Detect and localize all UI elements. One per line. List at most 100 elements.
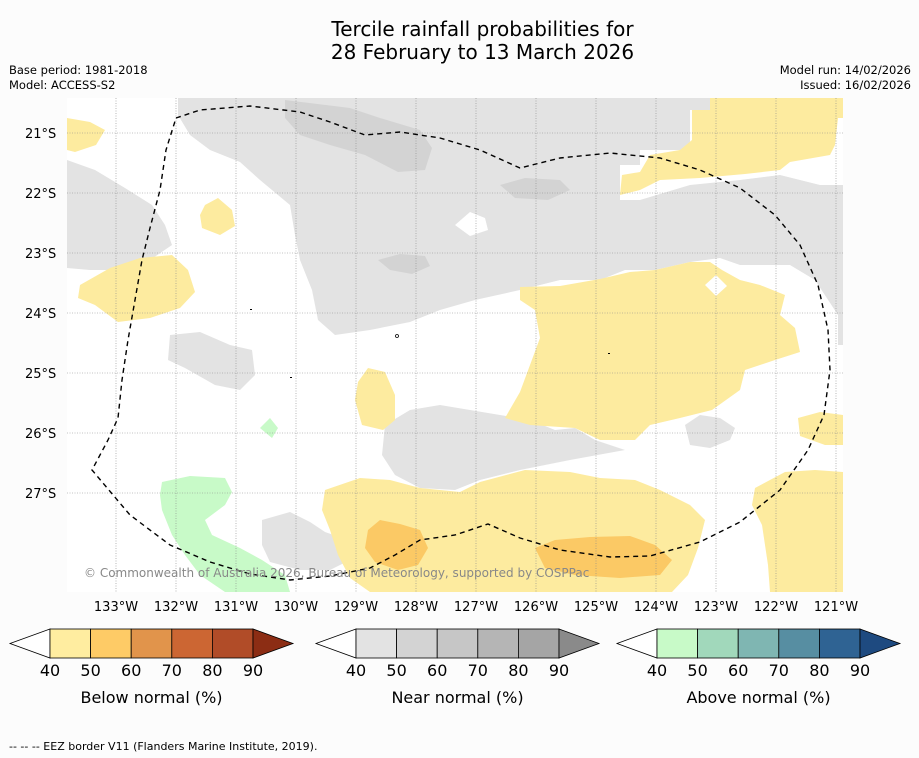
below-normal-50-patch-west [365, 520, 428, 570]
near-legend-tick: 50 [386, 661, 406, 680]
lat-label-22s: 22°S [25, 187, 56, 202]
near-legend-min-arrow [314, 628, 357, 659]
above-legend-swatch [737, 628, 780, 659]
below-legend-swatch [90, 628, 132, 659]
below-legend-label: Below normal (%) [80, 688, 222, 707]
below-normal-central-region [505, 262, 800, 440]
above-legend-tick: 60 [728, 661, 748, 680]
lat-label-21s: 21°S [25, 127, 56, 142]
lon-label-122w: 122°W [754, 600, 798, 615]
near-legend-tick: 80 [508, 661, 528, 680]
below-normal-50-patch-east [535, 536, 672, 578]
above-legend-swatch [819, 628, 861, 659]
above-legend-swatch [778, 628, 820, 659]
gridlines [67, 98, 843, 592]
below-legend-swatch [211, 628, 254, 659]
map-panel: © Commonwealth of Australia 2026, Bureau… [67, 98, 843, 592]
lon-label-133w: 133°W [94, 600, 138, 615]
near-legend-swatch [477, 628, 519, 659]
near-normal-east-patch [685, 415, 735, 448]
island-marker [395, 334, 399, 338]
island-markers [250, 309, 610, 378]
near-legend-label: Near normal (%) [391, 688, 523, 707]
lon-label-123w: 123°W [694, 600, 738, 615]
eez-border [91, 105, 831, 581]
near-legend-tick: 90 [549, 661, 569, 680]
above-legend-max-arrow [859, 628, 902, 659]
near-legend-swatch [436, 628, 479, 659]
above-legend-tick: 40 [647, 661, 667, 680]
below-legend-min-arrow [8, 628, 51, 659]
lon-label-126w: 126°W [514, 600, 558, 615]
above-normal-southwest-region [160, 476, 290, 592]
longitude-labels: 133°W 132°W 131°W 130°W 129°W 128°W 127°… [94, 600, 858, 615]
near-legend-tick: 40 [346, 661, 366, 680]
island-marker [608, 353, 610, 354]
island-marker [290, 377, 292, 378]
legend-near-normal: 40 50 60 70 80 90 Near normal (%) [314, 628, 601, 707]
below-normal-northwest-patch [67, 118, 105, 152]
lon-label-130w: 130°W [274, 600, 318, 615]
above-legend-tick: 80 [809, 661, 829, 680]
lon-label-124w: 124°W [634, 600, 678, 615]
below-normal-mid-patch [355, 368, 395, 430]
lat-label-24s: 24°S [25, 307, 56, 322]
above-legend-tick: 70 [769, 661, 789, 680]
base-period: Base period: 1981-2018 [9, 63, 148, 77]
lon-label-127w: 127°W [454, 600, 498, 615]
near-legend-max-arrow [558, 628, 601, 659]
lon-label-129w: 129°W [334, 600, 378, 615]
below-legend-tick: 40 [40, 661, 60, 680]
island-marker [250, 309, 252, 310]
eez-footnote: -- -- -- EEZ border V11 (Flanders Marine… [9, 740, 318, 753]
copyright-notice: © Commonwealth of Australia 2026, Bureau… [84, 566, 589, 580]
above-legend-tick: 90 [850, 661, 870, 680]
below-legend-swatch [171, 628, 213, 659]
title-line-1: Tercile rainfall probabilities for [331, 17, 634, 41]
below-legend-tick: 50 [80, 661, 100, 680]
legend-below-normal: 40 50 60 70 80 90 Below normal (%) [8, 628, 295, 707]
title-line-2: 28 February to 13 March 2026 [330, 40, 635, 64]
above-normal-small-patch [260, 418, 278, 438]
map-title: Tercile rainfall probabilities for 28 Fe… [0, 18, 919, 64]
model-name: Model: ACCESS-S2 [9, 78, 116, 92]
meta-left: Base period: 1981-2018 Model: ACCESS-S2 [9, 63, 148, 93]
near-normal-south-patch [262, 512, 350, 570]
below-normal-small-patch [200, 198, 235, 235]
below-legend-tick: 90 [243, 661, 263, 680]
lat-label-26s: 26°S [25, 427, 56, 442]
near-normal-50-patch-north [285, 100, 432, 172]
issued-date: Issued: 16/02/2026 [800, 78, 911, 92]
below-legend-tick: 60 [121, 661, 141, 680]
near-normal-50-patch-east [500, 178, 570, 200]
below-legend-swatch [130, 628, 173, 659]
near-legend-swatch [396, 628, 438, 659]
below-legend-swatch [49, 628, 91, 659]
below-normal-northeast-region [620, 98, 843, 195]
probability-fields [67, 98, 843, 592]
above-legend-label: Above normal (%) [686, 688, 830, 707]
above-legend-swatch [697, 628, 739, 659]
below-legend-max-arrow [252, 628, 295, 659]
above-legend-tick: 50 [687, 661, 707, 680]
lon-label-121w: 121°W [814, 600, 858, 615]
meta-right: Model run: 14/02/2026 Issued: 16/02/2026 [780, 63, 911, 93]
gap-white-north [455, 212, 488, 236]
above-legend-swatch [656, 628, 698, 659]
near-normal-north-region [178, 98, 843, 345]
near-legend-swatch [518, 628, 560, 659]
near-legend-swatch [355, 628, 397, 659]
below-legend-tick: 80 [202, 661, 222, 680]
below-legend-tick: 70 [162, 661, 182, 680]
near-legend-tick: 60 [427, 661, 447, 680]
lon-label-132w: 132°W [154, 600, 198, 615]
latitude-labels: 21°S 22°S 23°S 24°S 25°S 26°S 27°S [25, 127, 56, 502]
legend-above-normal: 40 50 60 70 80 90 Above normal (%) [615, 628, 902, 707]
above-legend-min-arrow [615, 628, 658, 659]
below-normal-east-patch [798, 412, 843, 445]
near-normal-central-region [382, 405, 625, 490]
lat-label-25s: 25°S [25, 367, 56, 382]
below-normal-southeast-region [752, 470, 843, 592]
near-normal-50-patch-center [378, 254, 430, 274]
